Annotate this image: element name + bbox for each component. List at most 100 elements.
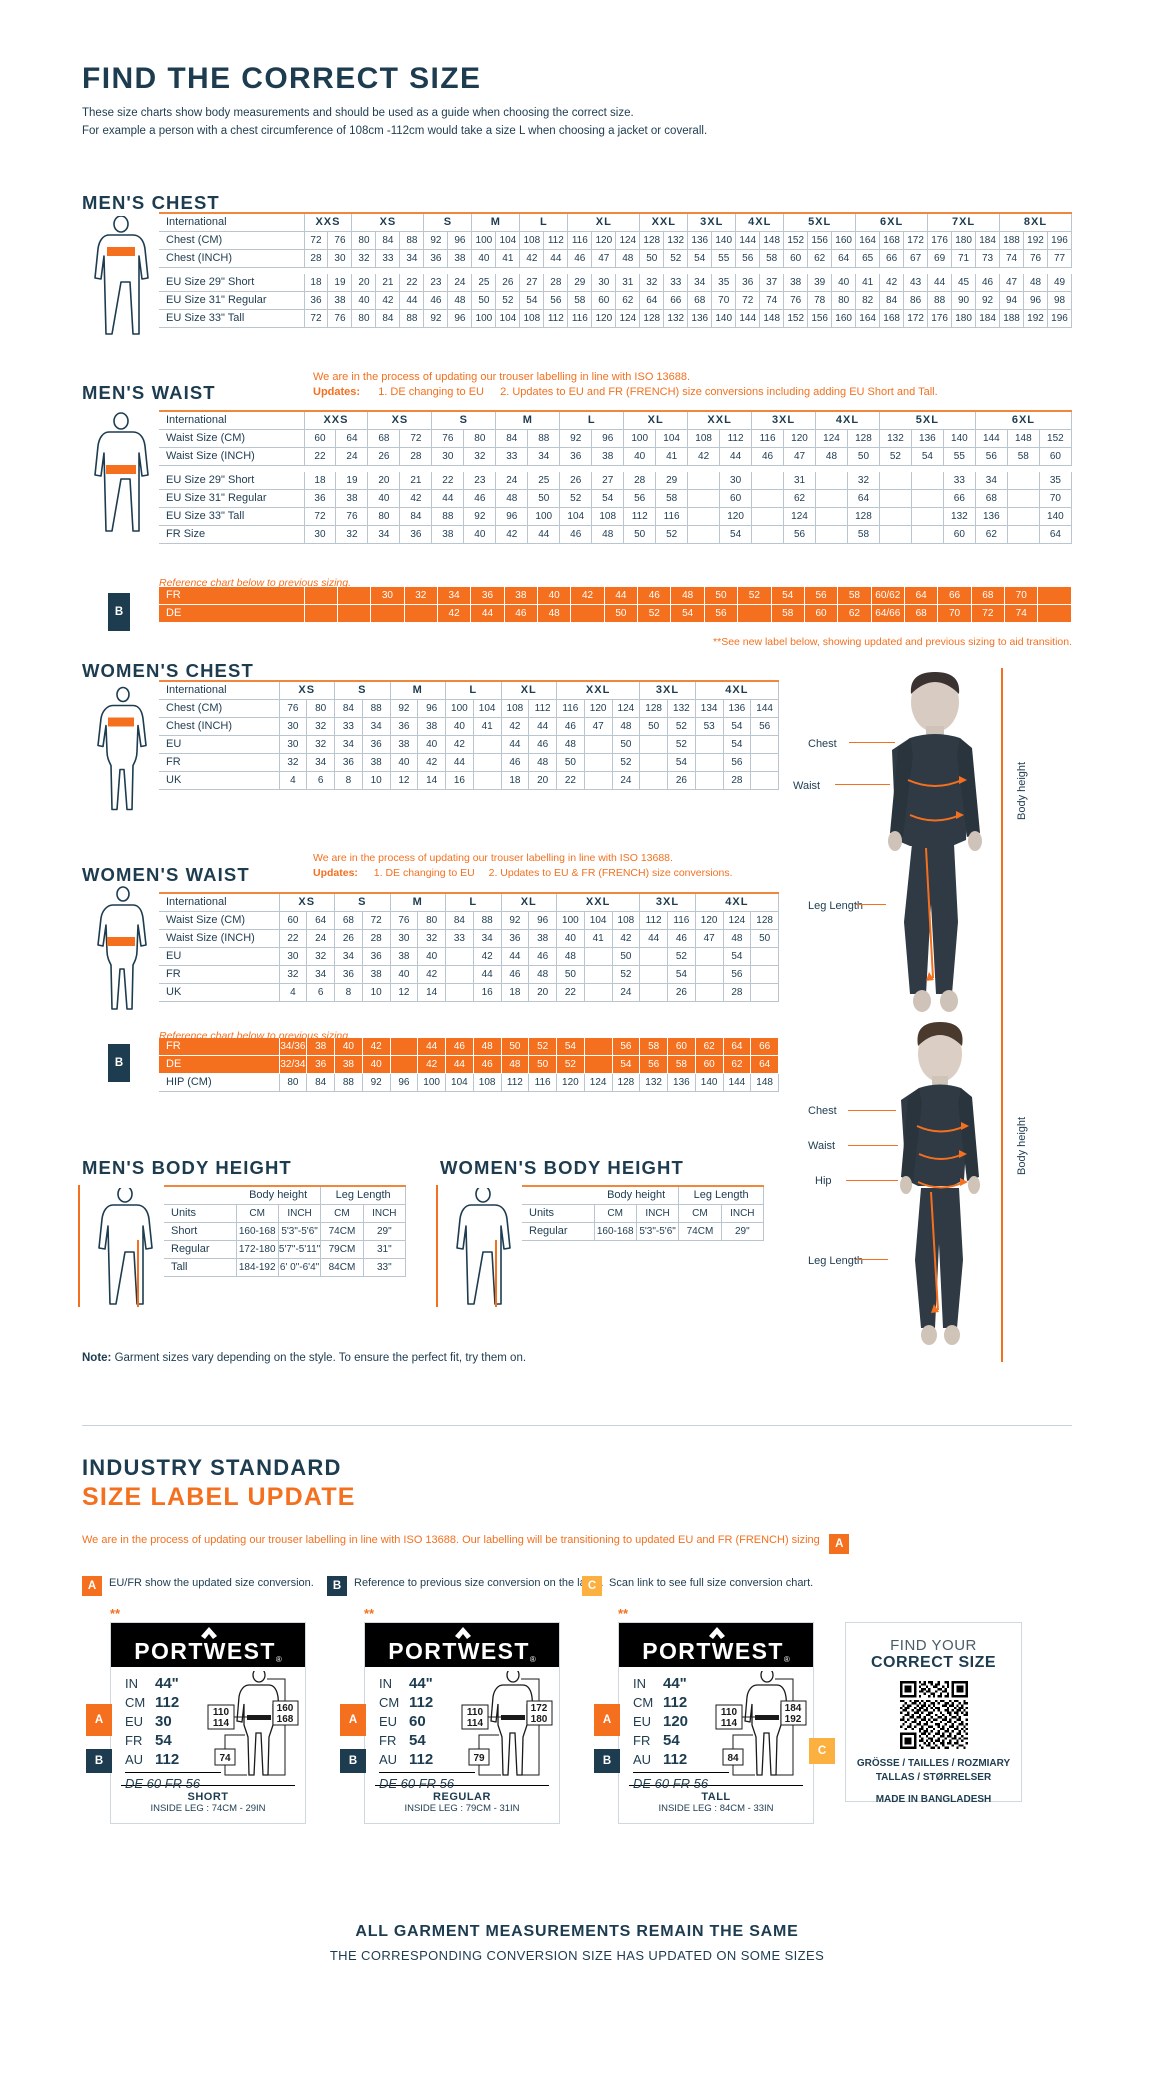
table-cell: 12 — [390, 983, 419, 1002]
measurement-key: FR — [633, 1733, 651, 1748]
table-cell: 40 — [831, 273, 857, 292]
qr-card[interactable]: FIND YOUR CORRECT SIZE — [845, 1622, 1022, 1805]
table-cell: 31" — [363, 1240, 407, 1259]
table-cell: 74 — [759, 291, 785, 310]
female-fig-height-label: Body height — [1016, 1116, 1028, 1175]
table-cell: 55 — [711, 249, 737, 268]
table-cell: 60/62 — [871, 587, 905, 605]
size-label-card[interactable]: A B PORTWEST® IN 44" CM 112 EU 30 FR 54 AU 112 DE 60 … — [86, 1622, 306, 1824]
brand-name: PORTWEST — [642, 1638, 784, 1664]
table-cell: 41 — [855, 273, 881, 292]
table-cell: 32 — [279, 965, 308, 984]
table-row: FR 32 34 36 38 40 42 44 46 48 50 52 54 56 — [159, 753, 779, 772]
table-cell: XXS — [304, 410, 369, 430]
bottom-section-heading: INDUSTRY STANDARD SIZE LABEL UPDATE — [82, 1455, 1072, 1512]
legend-item: C Scan link to see full size conversion c… — [582, 1576, 813, 1596]
table-cell — [337, 604, 372, 623]
table-cell: 42 — [879, 273, 905, 292]
table-cell: 25 — [471, 273, 497, 292]
table-cell: 164 — [855, 309, 881, 328]
table-cell: 3XL — [639, 892, 696, 912]
table-cell: M — [471, 212, 521, 232]
table-cell: 196 — [1047, 309, 1072, 328]
male-leg-leader — [856, 904, 886, 905]
table-cell: 38 — [335, 489, 369, 508]
table-cell: 80 — [367, 507, 401, 526]
table-cell — [584, 983, 613, 1002]
table-cell: 120 — [591, 309, 617, 328]
size-label-card[interactable]: A B PORTWEST® IN 44" CM 112 EU 60 FR 54 AU 112 DE 60 … — [340, 1622, 560, 1824]
mens-waist-update-1: 1. DE changing to EU — [378, 386, 484, 398]
table-cell: 36 — [304, 489, 337, 508]
table-cell: 140 — [711, 231, 737, 250]
table-cell: 148 — [750, 1073, 779, 1092]
table-cell: 70 — [1039, 489, 1073, 508]
table-cell — [737, 604, 772, 623]
table-cell: 104 — [655, 429, 689, 448]
table-cell: XXS — [304, 212, 353, 232]
table-cell: 46 — [501, 753, 530, 772]
intro-line-1: These size charts show body measurements… — [82, 107, 634, 119]
table-cell: Tall — [164, 1258, 237, 1277]
legend-item: A EU/FR show the updated size conversion. — [82, 1576, 314, 1596]
table-cell: 56 — [543, 291, 569, 310]
table-cell: 31 — [615, 273, 641, 292]
table-cell: 112 — [543, 231, 569, 250]
table-cell: 184-192 — [236, 1258, 279, 1277]
svg-text:74: 74 — [219, 1753, 231, 1764]
table-cell: 64 — [831, 249, 857, 268]
table-cell: 46 — [559, 525, 593, 544]
table-cell: 26 — [667, 983, 696, 1002]
table-cell: 34 — [527, 447, 561, 466]
female-figure-waist-icon — [84, 882, 159, 1017]
table-cell: 64 — [904, 587, 939, 605]
table-cell: 116 — [751, 429, 785, 448]
table-cell: 92 — [501, 911, 530, 930]
size-label-card[interactable]: A B PORTWEST® IN 44" CM 112 EU 120 FR 54 AU 112 DE 60… — [594, 1622, 814, 1824]
qr-card-wrapper: C FIND YOUR CORRECT SIZE — [809, 1622, 1022, 1805]
table-cell: 27 — [519, 273, 545, 292]
table-cell: 38 — [504, 587, 539, 605]
table-cell: Chest (CM) — [159, 699, 280, 718]
table-cell: 20 — [367, 471, 401, 490]
table-cell: EU — [159, 947, 280, 966]
table-cell: 92 — [559, 429, 593, 448]
table-cell — [750, 965, 779, 984]
measurement-row: FR 54 — [379, 1731, 465, 1750]
table-cell: 92 — [423, 231, 449, 250]
table-cell: 50 — [639, 717, 668, 736]
legend-text: EU/FR show the updated size conversion. — [109, 1577, 314, 1589]
table-cell — [695, 771, 724, 790]
table-row: Regular 160-168 5'3"-5'6" 74CM 29" — [522, 1222, 765, 1241]
female-figure-chest-icon — [84, 685, 159, 815]
qr-title-line1: FIND YOUR — [890, 1637, 977, 1654]
card-2-stars: ** — [364, 1606, 375, 1621]
table-cell: 6XL — [975, 410, 1073, 430]
registered-mark: ® — [529, 1655, 536, 1664]
table-cell: INCH — [721, 1204, 765, 1223]
table-cell: 52 — [737, 587, 772, 605]
table-cell: FR Size — [159, 525, 305, 544]
table-cell: Units — [164, 1204, 237, 1223]
fit-note-label: Note: — [82, 1352, 112, 1364]
mens-waist-update-2: 2. Updates to EU and FR (FRENCH) size co… — [500, 386, 938, 398]
table-cell: 120 — [783, 429, 816, 448]
measurement-key: AU — [379, 1752, 398, 1767]
table-row: EU Size 29" Short 18 19 20 21 22 23 24 25 26 27 28 2… — [159, 273, 1072, 292]
table-row: International XXS XS S M L XL XXL 3XL 4XL 5XL 6XL 7X… — [159, 212, 1072, 232]
table-cell: 58 — [567, 291, 593, 310]
male-height-axis — [1001, 668, 1003, 1033]
table-cell: 188 — [999, 309, 1025, 328]
table-cell: 30 — [390, 929, 419, 948]
table-row: Waist Size (CM) 60 64 68 72 76 80 84 88 92 96 100 10… — [159, 911, 779, 930]
table-cell: 42 — [375, 291, 401, 310]
table-cell: 116 — [667, 911, 696, 930]
table-cell: 56 — [612, 1038, 641, 1056]
qr-code-icon[interactable] — [899, 1681, 968, 1749]
table-cell: 128 — [847, 507, 880, 526]
table-cell: 58 — [1007, 447, 1040, 466]
inside-leg: INSIDE LEG : 79CM - 31IN — [404, 1803, 520, 1814]
table-cell — [473, 771, 502, 790]
table-cell: M — [495, 410, 561, 430]
table-cell: 144 — [735, 309, 761, 328]
